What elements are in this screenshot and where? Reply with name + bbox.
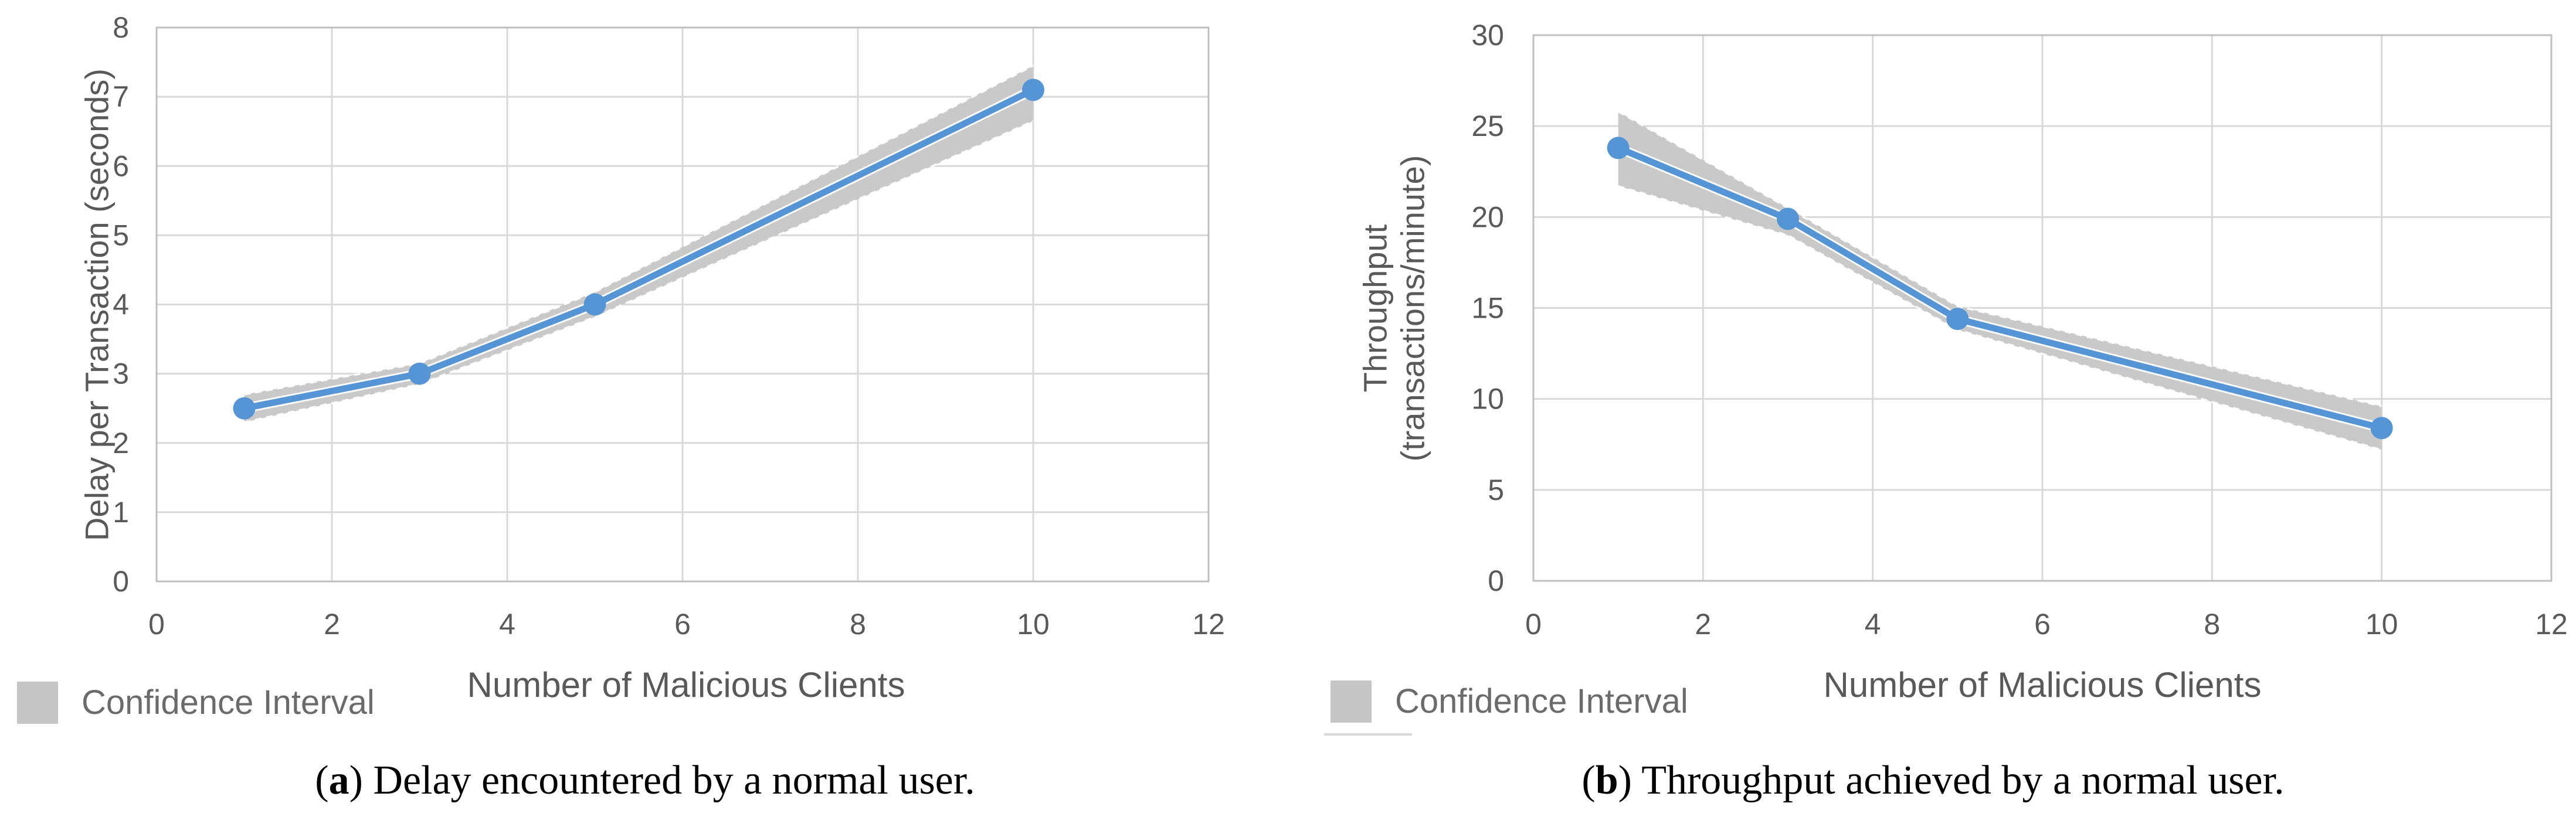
confidence-band [244, 65, 1033, 423]
panel-b: 0 5 10 15 20 25 30 0 2 4 6 8 10 12 Number of Malicious… [1290, 0, 2576, 827]
x-tick-label: 4 [499, 608, 515, 641]
y-tick-label: 2 [113, 427, 129, 460]
caption-b-open-paren: ( [1581, 758, 1596, 803]
data-line [241, 86, 1037, 412]
caption-b-letter: b [1595, 758, 1618, 803]
legend-b: Confidence Interval [1331, 680, 1688, 723]
y-axis-title: Delay per Transaction (seconds) [79, 69, 116, 541]
data-point [2370, 417, 2393, 440]
caption-a-letter: a [328, 758, 349, 803]
x-tick-label: 2 [324, 608, 340, 641]
y-tick-label: 1 [113, 496, 129, 529]
x-tick-label: 2 [1695, 608, 1711, 641]
confidence-band-upper-edge [244, 64, 1034, 396]
caption-a-open-paren: ( [315, 758, 329, 803]
y-axis-title: Throughput [1357, 224, 1394, 392]
x-tick-label: 10 [2365, 608, 2398, 641]
y-tick-label: 5 [1488, 474, 1504, 506]
y-tick-label: 3 [113, 358, 129, 390]
y-axis-title: (transactions/minute) [1394, 155, 1431, 462]
data-point [233, 397, 256, 420]
y-tick-label: 5 [113, 219, 129, 251]
y-tick-label: 0 [1488, 564, 1504, 597]
y-tick-label: 6 [113, 149, 129, 182]
legend-artifact-line [1324, 733, 1412, 736]
confidence-band-lower-edge [1618, 185, 2382, 451]
x-axis-title: Number of Malicious Clients [1824, 665, 2262, 705]
panel-a: 0 1 2 3 4 5 6 7 8 0 2 4 6 8 10 12 Number of Malicious Cl… [0, 11, 1290, 805]
plot-border [1532, 34, 2553, 582]
x-tick-label: 8 [2204, 608, 2220, 641]
y-tick-label: 0 [113, 565, 129, 598]
x-tick-label: 12 [1192, 608, 1225, 641]
data-point [408, 362, 431, 385]
confidence-interval-swatch [17, 682, 58, 724]
data-point [1777, 207, 1799, 230]
caption-b: (b) Throughput achieved by a normal user… [1290, 757, 2576, 805]
caption-a: (a) Delay encountered by a normal user. [0, 757, 1290, 805]
confidence-interval-label: Confidence Interval [82, 683, 375, 722]
plot-border [155, 26, 1210, 583]
caption-a-text: Delay encountered by a normal user. [373, 758, 975, 803]
confidence-band-lower-edge [244, 120, 1034, 424]
x-tick-label: 6 [2034, 608, 2051, 641]
confidence-interval-swatch [1331, 680, 1372, 723]
legend-a: Confidence Interval [17, 682, 375, 724]
x-tick-label: 8 [850, 608, 866, 641]
x-axis-title: Number of Malicious Clients [467, 665, 905, 705]
x-tick-label: 10 [1017, 608, 1050, 641]
y-tick-label: 25 [1471, 110, 1504, 142]
data-point [583, 293, 606, 316]
caption-b-text: Throughput achieved by a normal user. [1641, 758, 2285, 803]
caption-b-close-paren: ) [1618, 758, 1632, 803]
x-tick-label: 4 [1865, 608, 1881, 641]
caption-a-close-paren: ) [349, 758, 363, 803]
y-tick-label: 7 [113, 80, 129, 113]
y-tick-label: 30 [1471, 19, 1504, 52]
data-line [1615, 144, 2385, 431]
y-tick-label: 10 [1471, 383, 1504, 416]
data-point [1607, 137, 1630, 159]
x-tick-label: 12 [2535, 608, 2568, 641]
x-tick-label: 0 [1525, 608, 1542, 641]
confidence-band-upper-edge [1617, 110, 2382, 407]
y-tick-label: 4 [113, 288, 129, 321]
y-tick-label: 20 [1471, 200, 1504, 233]
data-point [1022, 79, 1044, 101]
x-tick-label: 6 [674, 608, 691, 641]
confidence-interval-label: Confidence Interval [1395, 682, 1688, 720]
chart-b-canvas: 0 5 10 15 20 25 30 0 2 4 6 8 10 12 Number of Malicious… [1357, 19, 2568, 705]
y-tick-label: 15 [1471, 292, 1504, 325]
x-tick-label: 0 [148, 608, 165, 641]
y-tick-label: 8 [113, 11, 129, 44]
confidence-band [1618, 111, 2382, 450]
data-point [1946, 308, 1969, 331]
